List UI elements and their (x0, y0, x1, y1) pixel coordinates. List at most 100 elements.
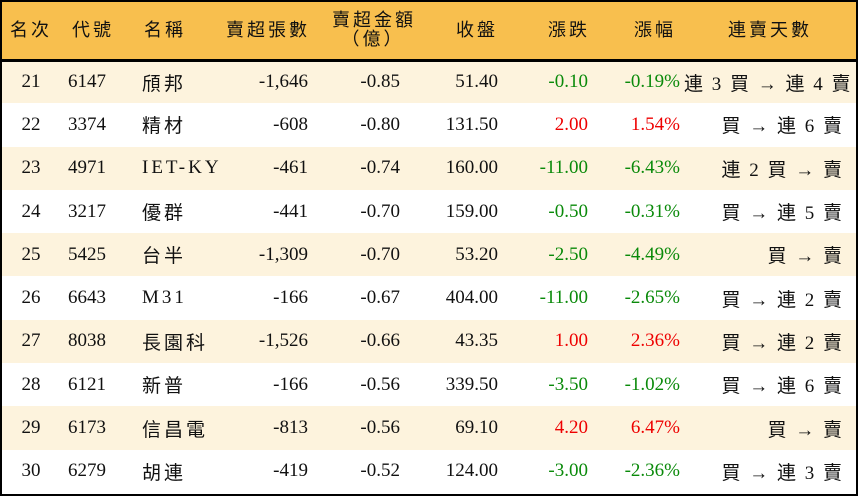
cell-net-sell-lots: -461 (273, 157, 308, 179)
cell-change-pct: -2.36% (624, 460, 680, 482)
cell-net-sell-amount: -0.67 (360, 287, 400, 309)
cell-code: 5425 (68, 243, 106, 265)
cell-net-sell-amount: -0.52 (360, 460, 400, 482)
table-row: 24 3217 優群 -441 -0.70 159.00 -0.50 -0.31… (2, 189, 856, 234)
cell-change: -11.00 (539, 287, 588, 309)
cell-code: 3374 (68, 113, 106, 135)
cell-net-sell-amount: -0.80 (360, 113, 400, 135)
cell-change: 4.20 (554, 417, 588, 439)
cell-change-pct: 1.54% (630, 113, 680, 135)
cell-change: -11.00 (539, 157, 588, 179)
cell-code: 6173 (68, 417, 106, 439)
cell-net-sell-amount: -0.66 (360, 330, 400, 352)
cell-streak: 買 → 連 6 賣 (721, 376, 844, 398)
cell-net-sell-lots: -166 (273, 373, 308, 395)
cell-change-pct: -0.19% (624, 71, 680, 93)
cell-rank: 30 (21, 460, 41, 482)
header-code: 代號 (72, 19, 114, 40)
cell-close: 51.40 (455, 71, 498, 93)
cell-rank: 25 (21, 243, 41, 265)
cell-net-sell-lots: -166 (273, 287, 308, 309)
cell-streak: 買 → 連 3 賣 (721, 462, 844, 484)
table-row: 26 6643 M31 -166 -0.67 404.00 -11.00 -2.… (2, 276, 856, 320)
cell-streak: 買 → 連 6 賣 (721, 116, 844, 138)
cell-change-pct: 2.36% (630, 330, 680, 352)
cell-change-pct: -0.31% (624, 200, 680, 222)
cell-name: 台半 (142, 246, 187, 268)
cell-code: 6279 (68, 460, 106, 482)
cell-streak: 連 2 買 → 賣 (721, 159, 844, 181)
cell-net-sell-amount: -0.74 (360, 157, 400, 179)
cell-net-sell-amount: -0.70 (360, 200, 400, 222)
cell-name: M31 (142, 287, 187, 309)
table-row: 23 4971 IET-KY -461 -0.74 160.00 -11.00 … (2, 146, 856, 190)
cell-rank: 26 (21, 287, 41, 309)
table-header-row: 名次 代號 名稱 賣超張數 賣超金額 （億） 收盤 漲跌 漲幅 連賣天數 (2, 2, 856, 60)
cell-name: IET-KY (142, 157, 222, 179)
header-net-sell-amount-line2: （億） (341, 29, 405, 50)
header-net-sell-amount-line1: 賣超金額 (332, 10, 416, 31)
cell-close: 53.20 (455, 243, 498, 265)
cell-change: -3.00 (548, 460, 588, 482)
cell-change: -3.50 (548, 373, 588, 395)
cell-close: 339.50 (445, 373, 498, 395)
cell-change-pct: -1.02% (624, 373, 680, 395)
table-row: 25 5425 台半 -1,309 -0.70 53.20 -2.50 -4.4… (2, 233, 856, 277)
cell-net-sell-amount: -0.85 (360, 71, 400, 93)
cell-code: 4971 (68, 157, 106, 179)
table-row: 28 6121 新普 -166 -0.56 339.50 -3.50 -1.02… (2, 363, 856, 407)
cell-close: 131.50 (445, 113, 498, 135)
cell-net-sell-lots: -419 (273, 460, 308, 482)
cell-net-sell-lots: -813 (273, 417, 308, 439)
cell-rank: 23 (21, 157, 41, 179)
cell-change: -2.50 (548, 243, 588, 265)
table-row: 30 6279 胡連 -419 -0.52 124.00 -3.00 -2.36… (2, 449, 856, 493)
cell-net-sell-lots: -1,646 (258, 71, 308, 93)
cell-net-sell-lots: -1,526 (258, 330, 308, 352)
cell-streak: 買 → 連 2 賣 (721, 332, 844, 354)
cell-code: 8038 (68, 330, 106, 352)
cell-name: 頎邦 (142, 73, 187, 95)
cell-change-pct: -6.43% (624, 157, 680, 179)
cell-net-sell-lots: -441 (273, 200, 308, 222)
header-name: 名稱 (144, 19, 186, 40)
cell-streak: 連 3 買 → 連 4 賣 (684, 73, 853, 95)
cell-rank: 27 (21, 330, 41, 352)
cell-streak: 買 → 連 5 賣 (721, 203, 844, 225)
header-close: 收盤 (456, 19, 498, 40)
header-change-pct: 漲幅 (634, 19, 676, 40)
cell-change: -0.50 (548, 200, 588, 222)
table-row: 29 6173 信昌電 -813 -0.56 69.10 4.20 6.47% … (2, 406, 856, 450)
cell-net-sell-amount: -0.56 (360, 417, 400, 439)
cell-name: 長園科 (142, 332, 209, 354)
cell-close: 43.35 (455, 330, 498, 352)
cell-streak: 買 → 連 2 賣 (721, 289, 844, 311)
cell-name: 新普 (142, 376, 187, 398)
cell-change-pct: -4.49% (624, 243, 680, 265)
cell-net-sell-amount: -0.70 (360, 243, 400, 265)
cell-name: 信昌電 (142, 419, 209, 441)
cell-rank: 28 (21, 373, 41, 395)
cell-rank: 29 (21, 417, 41, 439)
cell-close: 124.00 (445, 460, 498, 482)
cell-net-sell-lots: -1,309 (258, 243, 308, 265)
header-change: 漲跌 (548, 19, 590, 40)
header-net-sell-lots: 賣超張數 (226, 19, 310, 40)
cell-close: 159.00 (445, 200, 498, 222)
table-row: 21 6147 頎邦 -1,646 -0.85 51.40 -0.10 -0.1… (2, 60, 856, 104)
cell-rank: 21 (21, 71, 41, 93)
cell-net-sell-amount: -0.56 (360, 373, 400, 395)
cell-close: 404.00 (445, 287, 498, 309)
header-rank: 名次 (10, 19, 52, 40)
cell-name: 精材 (142, 116, 187, 138)
cell-code: 6147 (68, 71, 106, 93)
cell-code: 6121 (68, 373, 106, 395)
cell-change: 1.00 (554, 330, 588, 352)
cell-code: 3217 (68, 200, 106, 222)
cell-name: 優群 (142, 203, 187, 225)
cell-name: 胡連 (142, 462, 187, 484)
cell-rank: 22 (21, 113, 41, 135)
cell-change: -0.10 (548, 71, 588, 93)
